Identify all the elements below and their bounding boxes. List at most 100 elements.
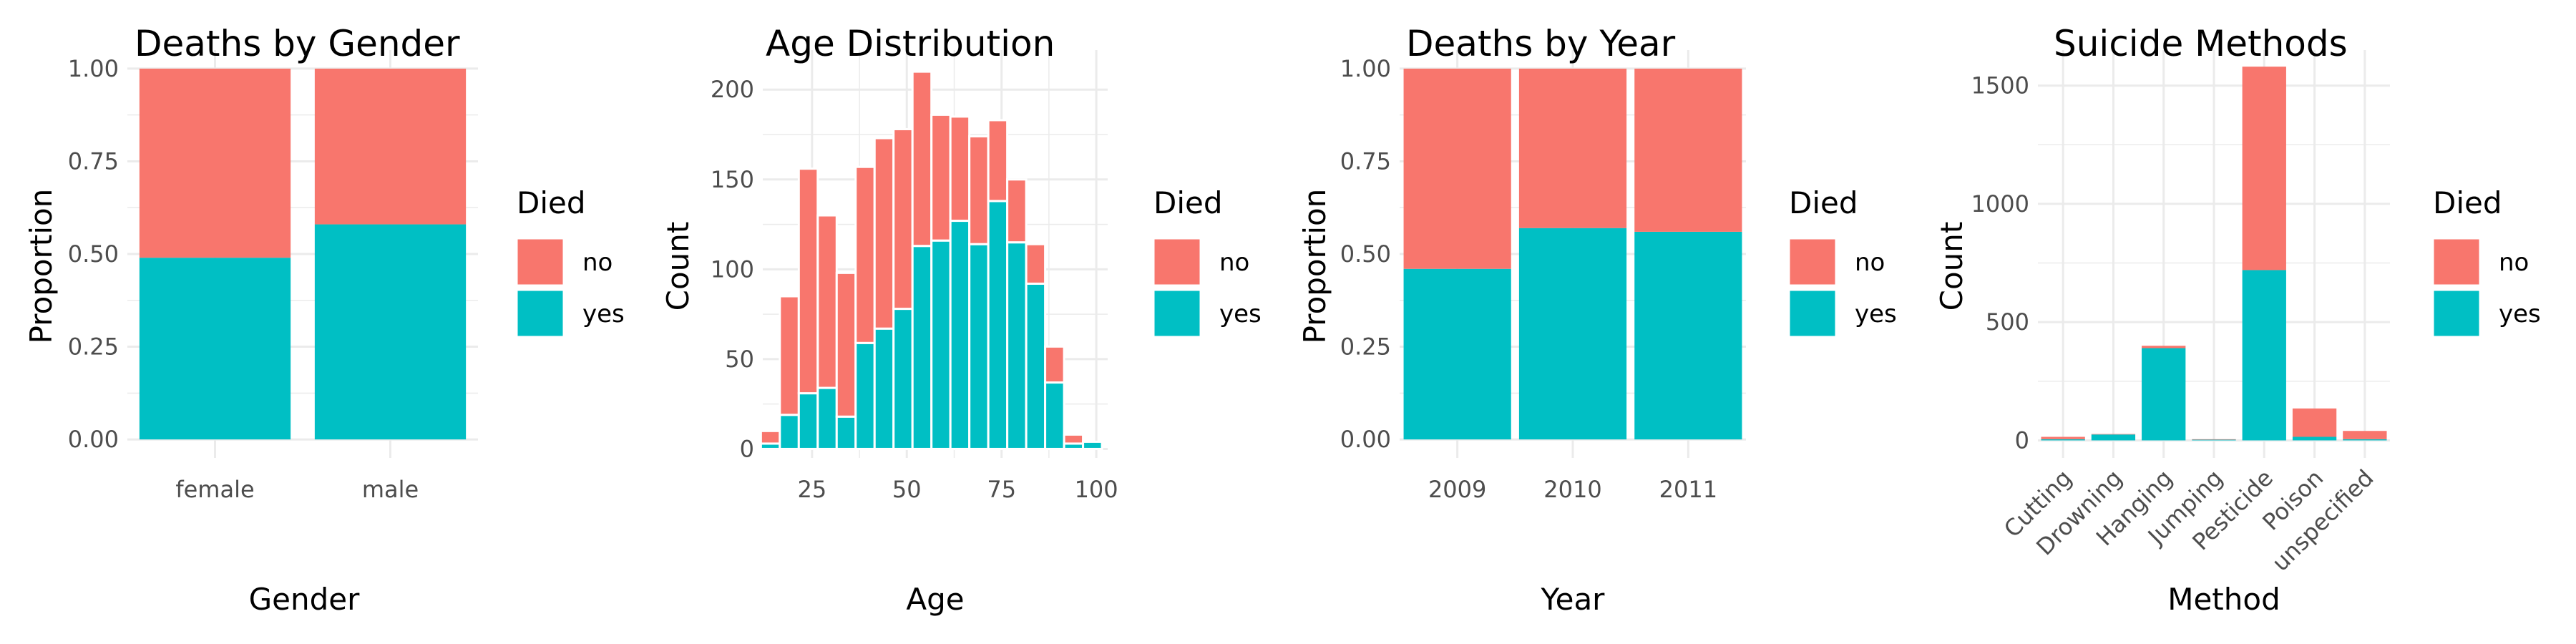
bar-yes — [2192, 439, 2236, 441]
x-axis-label: Method — [2167, 582, 2280, 617]
bar-no — [2142, 346, 2186, 348]
hist-bar-no — [1044, 345, 1065, 384]
y-tick-label: 0.00 — [68, 426, 119, 453]
hist-bar-yes — [816, 386, 838, 450]
hist-bar-yes — [1082, 440, 1103, 450]
hist-bar-no — [816, 214, 838, 389]
x-tick-label: 2010 — [1543, 476, 1601, 503]
legend-swatch-no — [2431, 237, 2482, 287]
y-tick-label: 200 — [711, 76, 754, 103]
x-axis-label: Gender — [249, 582, 361, 617]
legend-label-yes: yes — [2499, 300, 2541, 328]
hist-bar-yes — [892, 308, 914, 450]
hist-bar-no — [873, 137, 895, 330]
chart-title: Suicide Methods — [2054, 23, 2348, 64]
chart-title: Age Distribution — [766, 23, 1055, 64]
bar-no — [314, 68, 467, 225]
panel-deaths-by-year: 0.00 0.25 0.50 0.75 1.00 2009 2010 2011 Deaths … — [1297, 23, 1897, 617]
y-tick-label: 1.00 — [1340, 55, 1391, 82]
legend-swatch-yes — [2431, 288, 2482, 338]
hist-bar-no — [930, 113, 952, 242]
x-tick-label: 25 — [797, 476, 826, 503]
legend-swatch-no — [1152, 237, 1202, 287]
legend-swatch-yes — [515, 288, 565, 338]
bar-no — [1634, 68, 1742, 232]
tick-labels: 0.00 0.25 0.50 0.75 1.00 2009 2010 2011 — [1340, 55, 1717, 503]
bar-yes — [2091, 434, 2136, 441]
y-tick-label: 0 — [2015, 426, 2029, 454]
hist-bar-yes — [1006, 241, 1028, 450]
legend-label-yes: yes — [1219, 300, 1262, 328]
hist-bar-no — [797, 167, 819, 395]
y-axis-label: Proportion — [24, 189, 59, 344]
x-tick-label: 2011 — [1659, 476, 1717, 503]
bar-yes — [2041, 439, 2085, 441]
bar-no — [2091, 434, 2136, 435]
x-tick-label: 100 — [1075, 476, 1118, 503]
bar-yes — [2343, 439, 2387, 441]
x-tick-label: 2009 — [1428, 476, 1486, 503]
hist-bar-no — [779, 295, 800, 416]
tick-labels: 0 50 100 150 200 25 50 75 100 — [711, 76, 1118, 503]
bar-yes — [139, 258, 291, 440]
y-tick-label: 500 — [1986, 308, 2029, 336]
hist-bar-yes — [949, 220, 971, 450]
y-tick-label: 100 — [711, 255, 754, 283]
bar-yes — [1403, 268, 1511, 440]
x-tick-label: male — [362, 476, 419, 503]
hist-bar-yes — [1044, 381, 1065, 450]
hist-bar-no — [911, 70, 933, 248]
y-tick-label: 50 — [725, 346, 754, 373]
hist-bar-no — [968, 135, 990, 245]
hist-bar-no — [1006, 178, 1028, 244]
bar-no — [1403, 68, 1511, 269]
y-tick-label: 0.50 — [1340, 240, 1391, 268]
legend-title: Died — [2433, 185, 2502, 220]
legend-label-no: no — [1855, 248, 1885, 277]
y-tick-label: 0.75 — [68, 147, 119, 175]
hist-bar-yes — [779, 414, 800, 450]
hist-bar-no — [1025, 243, 1047, 285]
hist-bar-yes — [911, 245, 933, 450]
x-tick-label: 50 — [892, 476, 922, 503]
bar-yes — [2142, 348, 2186, 441]
legend-label-no: no — [1219, 248, 1249, 277]
x-axis-label: Year — [1541, 582, 1606, 617]
legend-title: Died — [517, 185, 586, 220]
bar-yes — [314, 224, 467, 440]
y-tick-label: 0.50 — [68, 240, 119, 268]
bar-no — [2192, 439, 2236, 440]
legend-swatch-yes — [1787, 288, 1838, 338]
y-tick-label: 0.25 — [1340, 333, 1391, 361]
legend-swatch-yes — [1152, 288, 1202, 338]
legend-title: Died — [1153, 185, 1223, 220]
y-tick-label: 0.75 — [1340, 147, 1391, 175]
bar-no — [2242, 67, 2286, 270]
bar-no — [2292, 408, 2337, 437]
y-axis-label: Proportion — [1297, 189, 1332, 344]
legend-label-yes: yes — [582, 300, 625, 328]
y-axis-label: Count — [660, 222, 696, 311]
bar-yes — [1634, 231, 1742, 440]
legend: Died no yes — [515, 185, 625, 338]
bars — [2041, 67, 2387, 441]
y-axis-label: Count — [1934, 222, 1969, 311]
chart-title: Deaths by Gender — [135, 23, 460, 64]
bar-no — [2343, 431, 2387, 439]
hist-bar-yes — [854, 341, 876, 450]
bar-yes — [1518, 228, 1627, 440]
bar-no — [2041, 436, 2085, 439]
bar-yes — [2292, 436, 2337, 441]
bars — [1403, 68, 1742, 440]
y-tick-label: 1000 — [1971, 190, 2029, 218]
hist-bar-no — [949, 115, 971, 223]
bar-no — [139, 68, 291, 258]
panel-suicide-methods: 050010001500CuttingDrowningHangingJumpin… — [1934, 23, 2541, 617]
bar-yes — [2242, 270, 2286, 441]
tick-labels: 0.00 0.25 0.50 0.75 1.00 female male — [68, 55, 419, 503]
grid-lines — [2038, 50, 2390, 458]
bars — [139, 68, 467, 440]
hist-bar-no — [892, 127, 914, 311]
x-axis-label: Age — [906, 582, 964, 617]
